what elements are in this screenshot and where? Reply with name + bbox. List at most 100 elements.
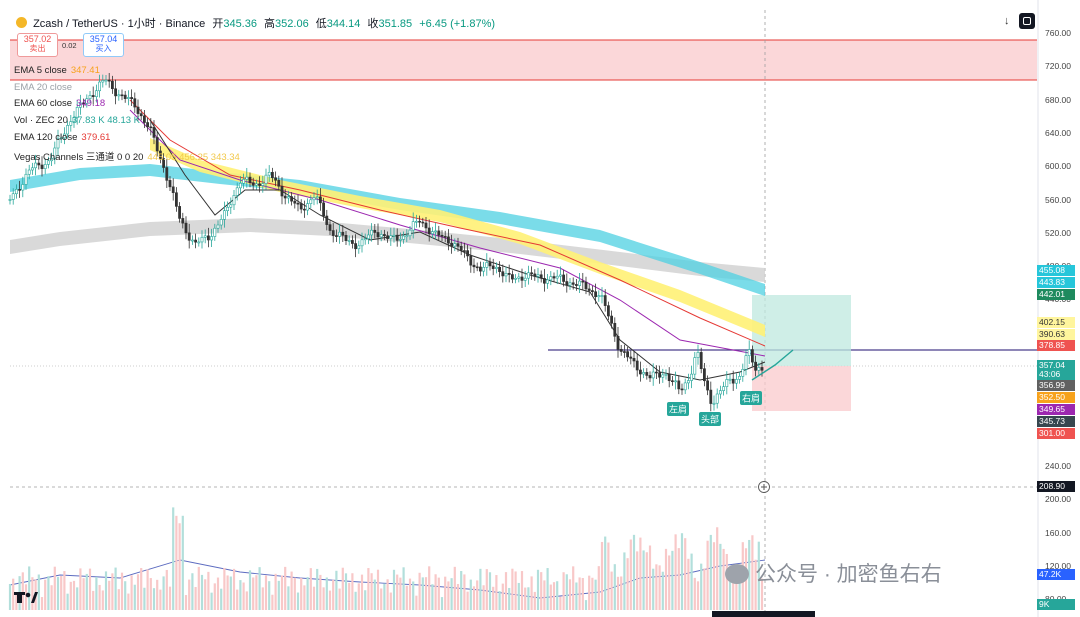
candle (523, 271, 527, 287)
volume-bar (184, 595, 188, 610)
volume-bar (24, 584, 28, 610)
volume-bar (383, 583, 386, 610)
candle (395, 228, 399, 247)
indicator-legend-item[interactable]: Vol · ZEC 20 37.83 K 48.13 K (14, 115, 140, 126)
volume-bar (367, 568, 370, 610)
change-value: +6.45 (+1.87%) (419, 18, 496, 30)
stop-loss-box (752, 366, 851, 411)
indicator-value: 347.41 (70, 65, 100, 76)
volume-bar (620, 576, 623, 610)
volume-bar (117, 589, 120, 610)
buy-button[interactable]: 357.04 买入 (83, 33, 124, 57)
indicator-legend-item[interactable]: Vegas Channels 三通道 0 0 20 445.05 456.25 3… (14, 149, 240, 163)
price-tag: 352.50 (1037, 392, 1075, 403)
candle (741, 363, 745, 382)
candle (59, 133, 63, 144)
price-tag: 443.83 (1037, 277, 1075, 288)
volume-bar (191, 573, 194, 610)
volume-bar (460, 571, 463, 610)
volume-bar (60, 576, 63, 610)
indicator-legend-item[interactable]: EMA 20 close (14, 82, 76, 93)
zcash-logo-icon (16, 17, 27, 28)
snapshot-icon[interactable] (1019, 13, 1035, 29)
candle (309, 195, 313, 209)
candle (651, 363, 655, 386)
candle (645, 368, 649, 380)
candle (443, 230, 447, 243)
candle (95, 84, 98, 103)
volume-bar (428, 566, 431, 610)
candle (360, 232, 364, 253)
candle (350, 235, 354, 249)
volume-bar (520, 571, 524, 610)
candle (485, 253, 489, 276)
candle (722, 381, 726, 396)
crosshair-add-icon[interactable] (758, 481, 770, 493)
candle (213, 223, 217, 241)
volume-bar (28, 566, 31, 610)
volume-bar (255, 575, 258, 610)
volume-bar (50, 585, 53, 610)
sell-button[interactable]: 357.02 卖出 (17, 33, 58, 57)
volume-bar (168, 586, 172, 610)
open-value: 345.36 (223, 18, 257, 30)
volume-bar (511, 568, 514, 610)
price-tag: 402.15 (1037, 317, 1075, 328)
candle (357, 240, 361, 254)
candle (702, 362, 706, 387)
candle (456, 237, 460, 252)
candle (642, 368, 646, 379)
volume-bar (335, 570, 338, 610)
candle (242, 173, 246, 189)
volume-bar (485, 569, 488, 610)
candle (706, 375, 710, 396)
volume-bar (114, 567, 117, 610)
candle (638, 361, 642, 382)
candle (143, 109, 146, 129)
volume-bar (44, 579, 47, 610)
vegas-channel-cyan (10, 164, 765, 296)
volume-bar (210, 592, 213, 610)
volume-bar (274, 573, 277, 610)
candle (555, 269, 559, 285)
candle (117, 89, 121, 101)
volume-bar (392, 569, 396, 610)
svg-text:头部: 头部 (701, 414, 719, 425)
volume-bar (450, 578, 453, 610)
volume-bar (476, 580, 479, 610)
candle (366, 229, 370, 245)
candle (82, 98, 86, 108)
volume-bar (636, 551, 639, 610)
low-value: 344.14 (326, 18, 361, 30)
candle (239, 176, 242, 195)
price-tag: 47.2K (1037, 569, 1075, 580)
indicator-legend-item[interactable]: EMA 60 close 349.18 (14, 98, 105, 109)
price-tag: 301.00 (1037, 428, 1075, 439)
volume-bar (348, 582, 351, 610)
symbol-title[interactable]: Zcash / TetherUS · 1小时 · Binance (33, 18, 206, 30)
volume-bar (322, 587, 325, 610)
volume-bar (415, 595, 418, 610)
volume-bar (527, 587, 530, 610)
candle (210, 228, 214, 248)
volume-bar (213, 583, 216, 610)
candle (347, 235, 351, 246)
volume-bar (341, 567, 344, 610)
candle (98, 74, 102, 98)
candle (248, 172, 252, 188)
price-axis-label: 680.00 (1045, 94, 1071, 105)
candle (277, 175, 281, 191)
volume-bar (517, 582, 520, 610)
candle (88, 91, 92, 104)
volume-bar (716, 527, 719, 610)
head-label: 头部 (699, 412, 721, 426)
candle (197, 237, 201, 247)
indicator-legend-item[interactable]: EMA 120 close 379.61 (14, 132, 110, 143)
indicator-legend-item[interactable]: EMA 5 close 347.41 (14, 65, 100, 76)
download-icon[interactable]: ↓ (1004, 15, 1010, 27)
volume-bar (293, 577, 296, 610)
candle (152, 120, 156, 145)
price-tag: 356.99 (1037, 380, 1075, 391)
volume-bar (575, 582, 578, 610)
